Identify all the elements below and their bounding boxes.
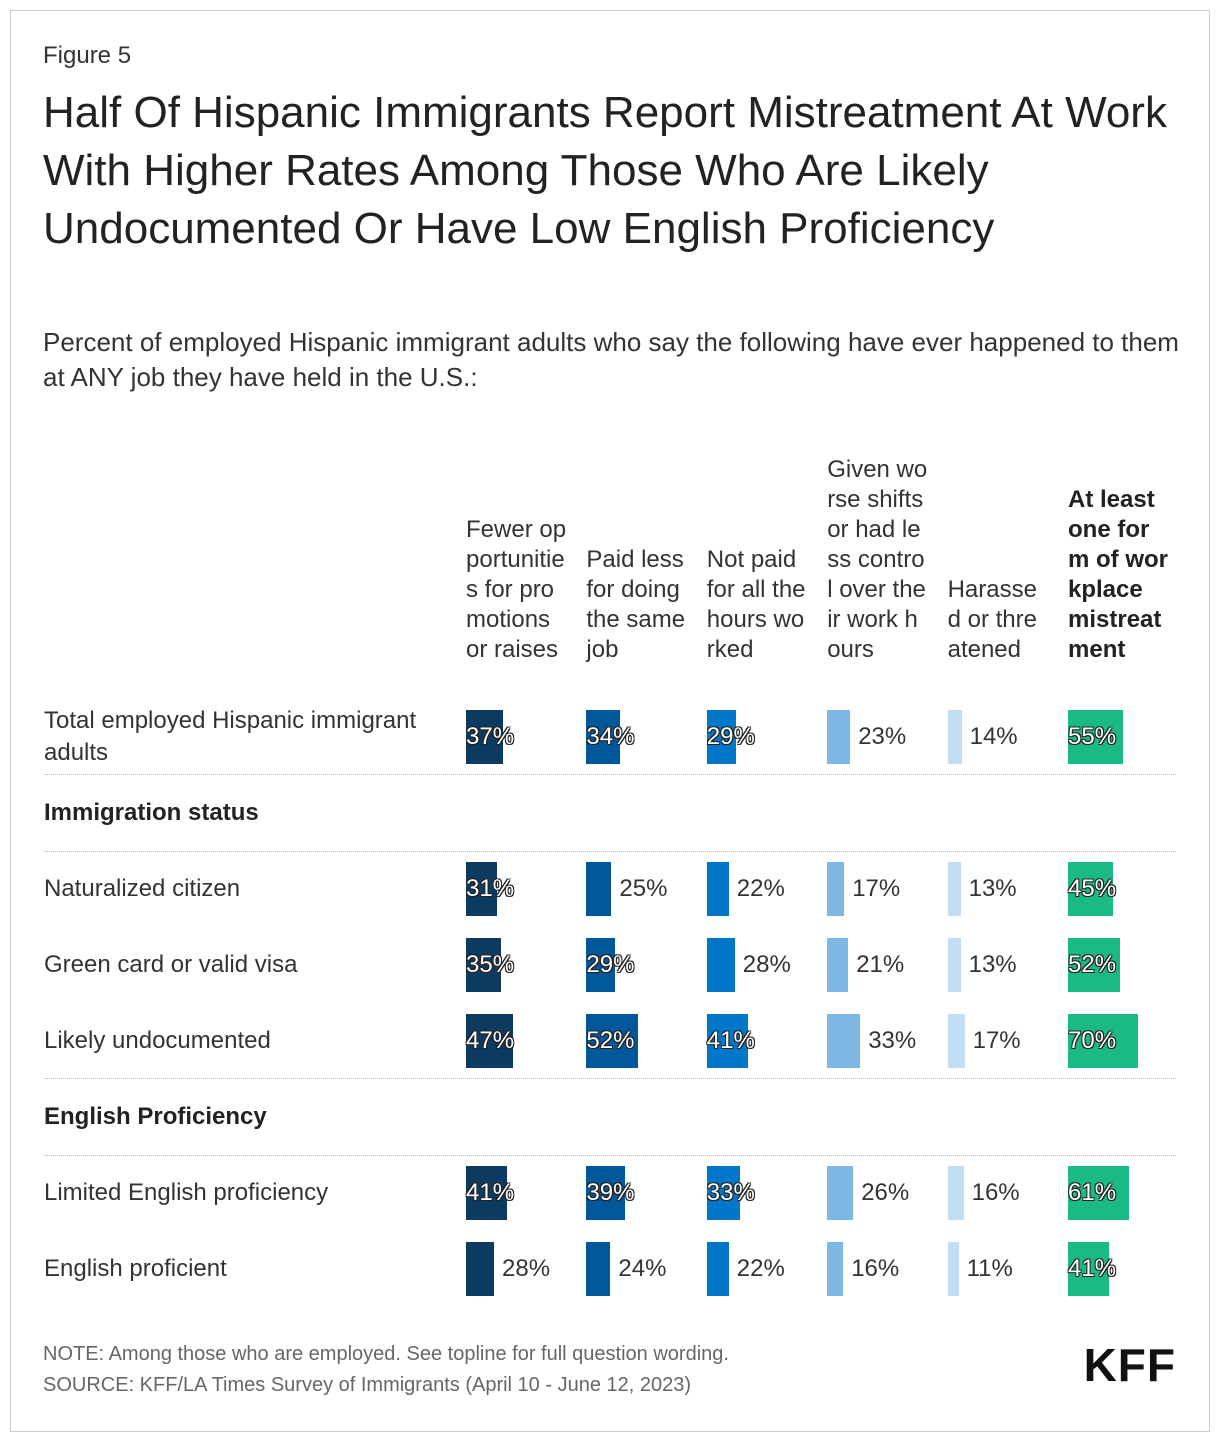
bar	[466, 862, 497, 916]
bar	[947, 938, 961, 992]
note: NOTE: Among those who are employed. See …	[43, 1343, 729, 1365]
row-label: Limited English proficiency	[44, 1179, 329, 1206]
logo: KFF	[1083, 1339, 1176, 1391]
bar	[586, 1014, 639, 1068]
row-label: Naturalized citizen	[44, 875, 241, 902]
value-label: 29%	[706, 723, 755, 750]
value-label: 23%	[858, 723, 907, 750]
bar	[586, 862, 612, 916]
column-header: Fewer opportunities for promotions or ra…	[466, 516, 567, 663]
value-label: 28%	[742, 951, 791, 978]
column-header: Given worse shifts or had less control o…	[827, 456, 928, 663]
bar	[466, 1242, 494, 1296]
value-label: 14%	[969, 723, 1018, 750]
bar	[1068, 1242, 1109, 1296]
value-label: 47%	[466, 1027, 515, 1054]
value-label: 13%	[968, 875, 1017, 902]
bar	[706, 1014, 748, 1068]
value-label: 61%	[1068, 1179, 1117, 1206]
value-label: 11%	[966, 1255, 1013, 1282]
value-label: 35%	[466, 951, 515, 978]
frame	[10, 10, 1210, 1432]
value-label: 33%	[868, 1027, 917, 1054]
bar	[706, 1242, 729, 1296]
value-label: 17%	[972, 1027, 1021, 1054]
value-label: 17%	[852, 875, 901, 902]
bar	[706, 938, 735, 992]
bar	[1068, 862, 1113, 916]
value-label: 29%	[586, 951, 635, 978]
column-header: Harassed or threatened	[947, 576, 1037, 663]
column-header: Not paid for all the hours worked	[706, 546, 806, 663]
separator	[44, 1078, 1176, 1079]
value-label: 34%	[586, 723, 635, 750]
value-label: 16%	[971, 1179, 1020, 1206]
group-label: Immigration status	[44, 799, 259, 826]
value-label: 33%	[706, 1179, 755, 1206]
bar	[586, 938, 616, 992]
value-label: 22%	[736, 1255, 785, 1282]
bar	[1068, 1014, 1138, 1068]
bar	[586, 710, 621, 764]
group-label: English Proficiency	[44, 1103, 267, 1130]
bar	[586, 1242, 611, 1296]
value-label: 70%	[1068, 1027, 1117, 1054]
bar	[1068, 1166, 1129, 1220]
bar	[466, 710, 503, 764]
bar	[827, 1014, 861, 1068]
value-label: 45%	[1068, 875, 1117, 902]
bar	[466, 938, 501, 992]
value-label: 37%	[466, 723, 515, 750]
value-label: 24%	[618, 1255, 667, 1282]
separator	[44, 774, 1176, 775]
value-label: 16%	[851, 1255, 900, 1282]
bar	[1068, 938, 1120, 992]
bar	[706, 862, 729, 916]
value-label: 39%	[586, 1179, 635, 1206]
value-label: 41%	[706, 1027, 755, 1054]
bar	[827, 938, 849, 992]
value-label: 31%	[466, 875, 515, 902]
bar	[947, 1166, 964, 1220]
value-label: 41%	[466, 1179, 515, 1206]
value-label: 52%	[1068, 951, 1117, 978]
value-label: 52%	[586, 1027, 635, 1054]
bar	[827, 1242, 844, 1296]
value-label: 26%	[861, 1179, 910, 1206]
bar	[586, 1166, 626, 1220]
bar	[1068, 710, 1123, 764]
row-label: Likely undocumented	[44, 1027, 271, 1054]
bar	[827, 710, 851, 764]
bar	[947, 862, 961, 916]
bar	[947, 710, 962, 764]
bar	[827, 862, 845, 916]
column-header: At least one form of workplace mistreatm…	[1068, 486, 1168, 663]
row-label: English proficient	[44, 1255, 227, 1282]
value-label: 13%	[968, 951, 1017, 978]
bar	[947, 1014, 965, 1068]
value-label: 22%	[736, 875, 785, 902]
value-label: 55%	[1068, 723, 1117, 750]
bar	[706, 710, 736, 764]
row-label: Green card or valid visa	[44, 951, 298, 978]
column-header: Paid less for doing the same job	[586, 546, 686, 663]
bar	[466, 1014, 513, 1068]
separator	[44, 851, 1176, 852]
value-label: 41%	[1068, 1255, 1117, 1282]
figure-label: Figure 5	[43, 42, 132, 69]
bar	[466, 1166, 507, 1220]
value-label: 21%	[856, 951, 905, 978]
bar	[827, 1166, 854, 1220]
source: SOURCE: KFF/LA Times Survey of Immigrant…	[43, 1374, 692, 1396]
bar	[706, 1166, 740, 1220]
value-label: 25%	[619, 875, 668, 902]
chart-subtitle: Percent of employed Hispanic immigrant a…	[43, 327, 1179, 392]
separator	[44, 1155, 1176, 1156]
bar	[947, 1242, 959, 1296]
row-label: Total employed Hispanic immigrant adults	[44, 707, 417, 766]
chart-title: Half Of Hispanic Immigrants Report Mistr…	[43, 88, 1167, 253]
value-label: 28%	[502, 1255, 551, 1282]
